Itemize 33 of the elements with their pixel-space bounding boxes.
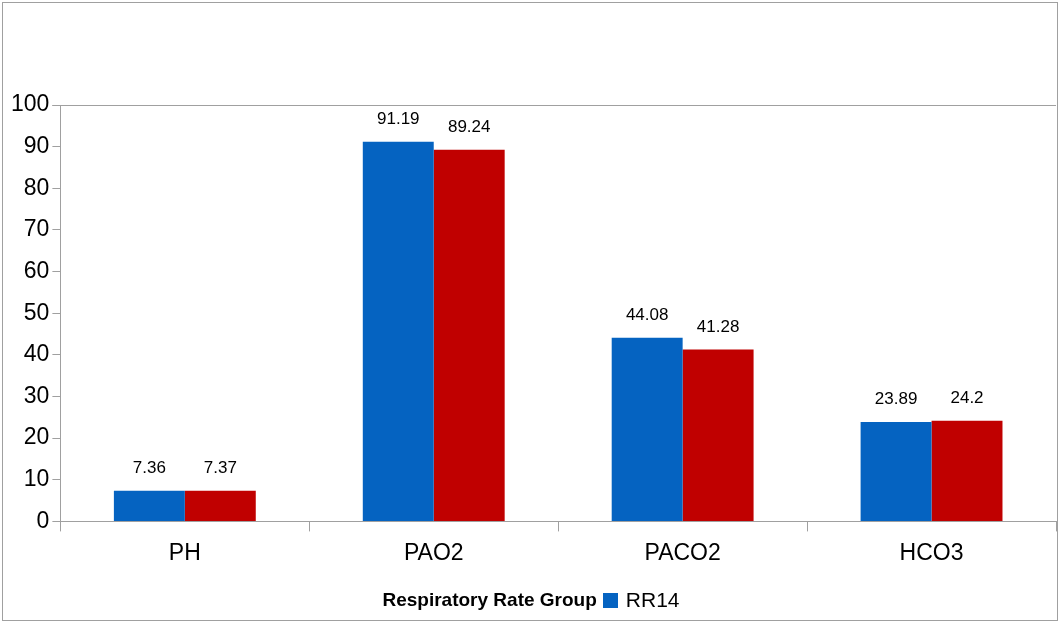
data-label: 7.36: [132, 457, 166, 477]
bar: [113, 490, 185, 521]
y-tick-label: 20: [23, 423, 50, 450]
data-label: 7.37: [203, 457, 237, 477]
bar: [931, 420, 1003, 521]
y-tick-label: 100: [11, 90, 50, 117]
x-tick-label: PACO2: [644, 538, 721, 565]
y-tick-label: 60: [23, 256, 50, 283]
bar: [433, 149, 505, 521]
x-tick-label: PH: [168, 538, 201, 565]
data-label: 91.19: [376, 108, 420, 128]
bar: [362, 141, 434, 521]
y-tick-label: 50: [23, 298, 50, 325]
data-label: 44.08: [625, 305, 669, 325]
y-tick-label: 30: [23, 381, 50, 408]
data-label: 41.28: [696, 316, 740, 336]
y-tick-label: 10: [23, 465, 50, 492]
y-tick-label: 90: [23, 131, 50, 158]
bar: [682, 349, 754, 521]
y-tick-label: 80: [23, 173, 50, 200]
bar: [184, 490, 256, 521]
data-label: 89.24: [447, 116, 491, 136]
x-tick-label: PAO2: [403, 538, 464, 565]
y-tick-label: 70: [23, 215, 50, 242]
bar: [611, 337, 683, 521]
data-label: 24.2: [950, 387, 984, 407]
y-tick-label: 0: [36, 506, 50, 533]
data-label: 23.89: [874, 389, 918, 409]
x-tick-label: HCO3: [899, 538, 964, 565]
legend-title: Respiratory Rate Group: [382, 589, 597, 611]
y-tick-label: 40: [23, 340, 50, 367]
legend-label: RR14: [625, 588, 680, 612]
bar: [860, 421, 932, 521]
